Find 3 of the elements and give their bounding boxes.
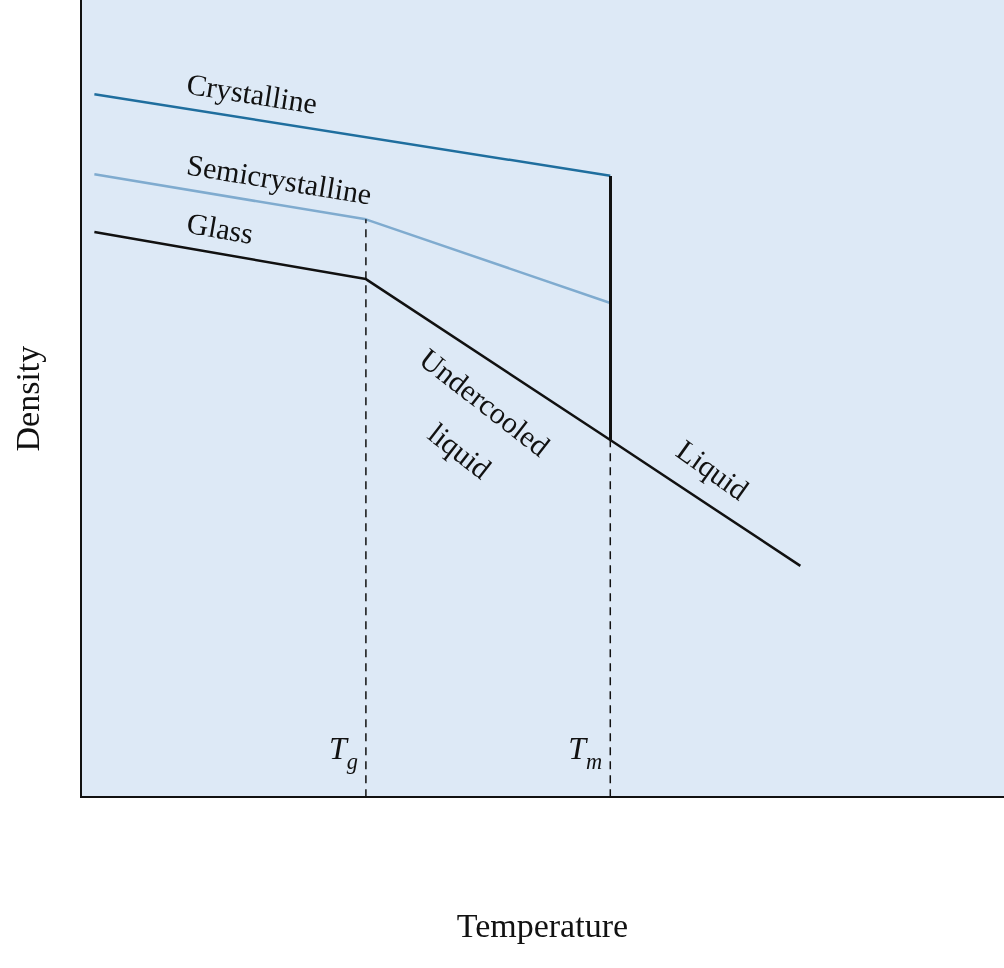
y-axis-title: Density xyxy=(9,345,47,452)
x-axis-title: Temperature xyxy=(456,906,629,944)
text: Crystalline xyxy=(184,66,320,120)
